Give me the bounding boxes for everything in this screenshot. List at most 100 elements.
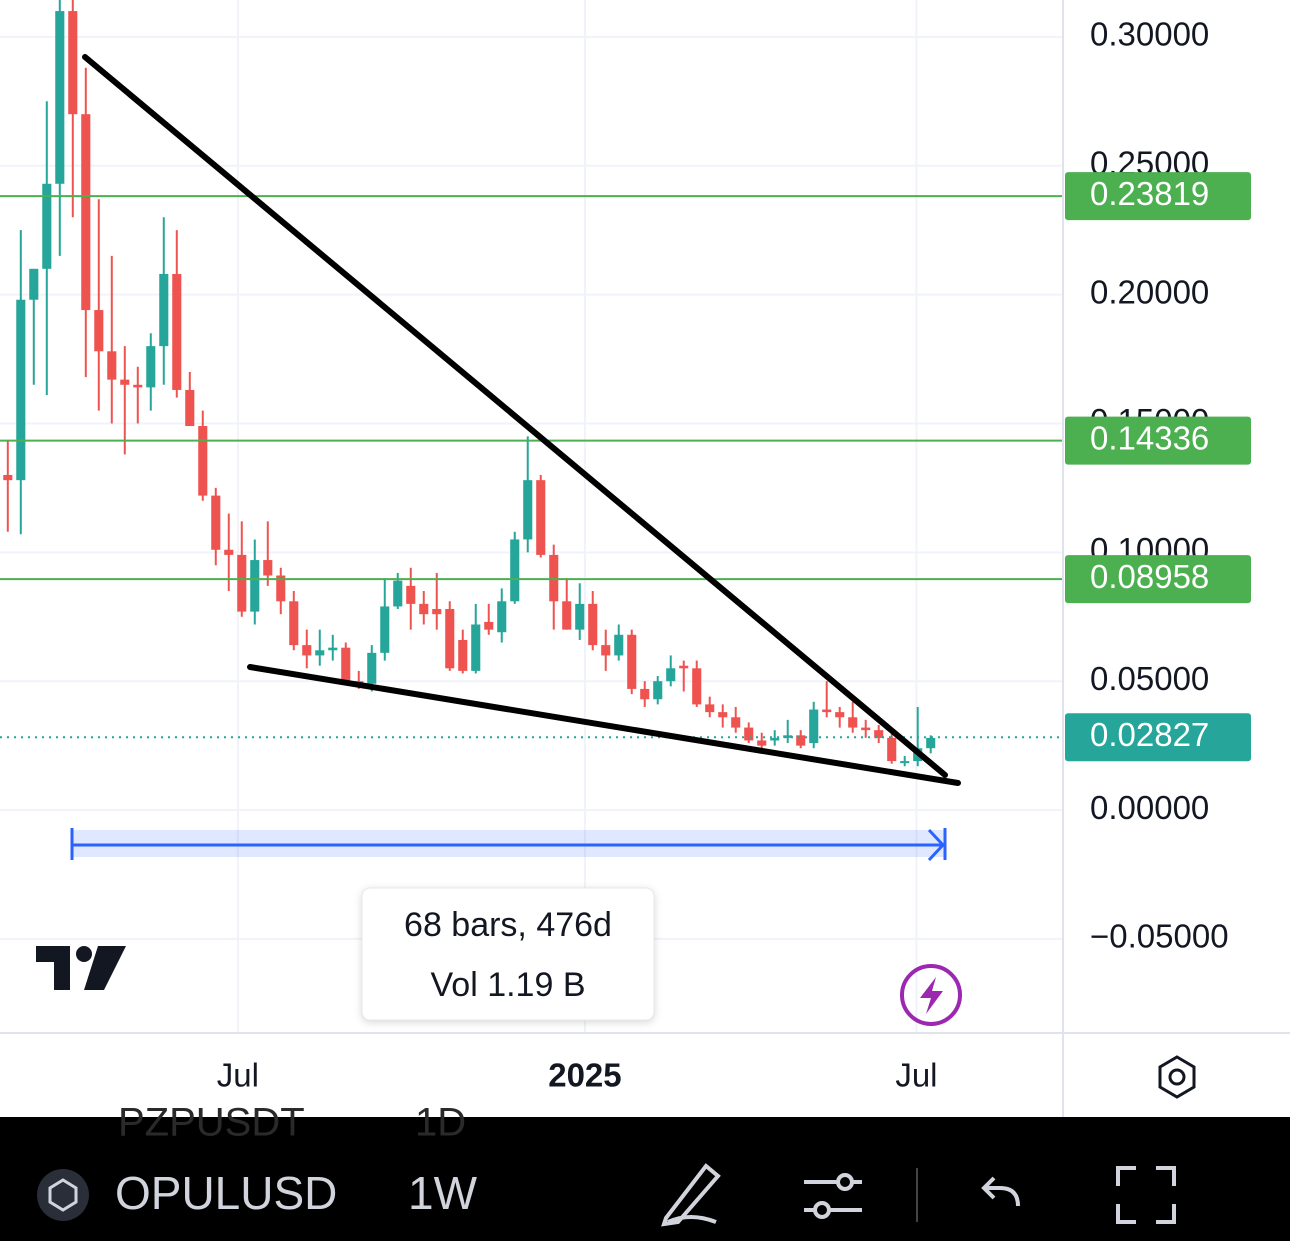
candle-body [653,681,663,700]
candle-body [679,665,689,669]
candle-body [497,601,507,633]
candle-body [562,601,572,630]
candle-body [796,735,806,746]
candle-body [809,709,819,744]
candle-body [29,268,39,300]
ghost-interval: 1D [415,1101,466,1145]
settings-icon [1168,1068,1186,1086]
y-tick-label: 0.00000 [1090,789,1209,826]
trend-line [82,54,948,778]
candle-body [341,647,351,682]
candle-body [874,730,884,738]
candle-body [731,717,741,728]
candle-body [523,480,533,540]
symbol-icon-shape [48,1178,78,1212]
x-tick-label: 2025 [548,1057,621,1094]
candle-body [822,709,832,713]
candle-body [328,647,338,651]
level-label: 0.08958 [1090,558,1209,595]
plot [0,0,1062,767]
candle-body [133,384,143,388]
draw-button[interactable] [661,1163,721,1227]
candle-body [263,560,273,576]
interval[interactable]: 1W [408,1167,478,1219]
range-arrow [927,828,946,862]
candle-body [887,737,897,762]
candle-body [276,575,286,602]
candle-body [588,603,598,646]
level-label: 0.23819 [1090,175,1209,212]
candle-body [575,603,585,630]
y-tick-label: 0.20000 [1090,273,1209,310]
candle-body [471,624,481,671]
candle-body [770,737,780,741]
candle-body [172,273,182,390]
candle-body [81,114,91,311]
level-badge [1065,172,1251,221]
candle-body [848,717,858,728]
settings-button[interactable] [1158,1055,1196,1099]
candle-body [549,554,559,602]
symbol[interactable]: OPULUSD [115,1167,337,1219]
symbol-icon [37,1169,89,1221]
level-label: 0.14336 [1090,419,1209,456]
candle-body [120,379,130,385]
lightning-button[interactable] [900,964,962,1026]
candle-body [107,351,117,380]
candle-body [705,704,715,713]
candle-body [315,650,325,656]
y-tick-label: −0.05000 [1090,918,1229,955]
candle-body [666,668,676,682]
x-tick-label: Jul [217,1057,259,1094]
candle-body [445,609,455,669]
candle-body [900,761,910,764]
candle-body [744,727,754,741]
candle-body [42,183,52,269]
last-price-badge [1065,713,1251,762]
candle-body [406,585,416,604]
measure-tooltip [361,887,655,1021]
last-price-label: 0.02827 [1090,716,1209,753]
candle-body [510,539,520,602]
candle-body [380,606,390,653]
candle-body [835,712,845,718]
candle-body [146,346,156,388]
measure-text: Vol 1.19 B [430,966,585,1004]
lightning-icon [920,977,943,1014]
candle-body [302,645,312,656]
candle-body [484,621,494,630]
candle-body [198,426,208,496]
toolbar [0,1117,1290,1241]
level-badge [1065,555,1251,604]
candle-body [211,495,221,550]
undo-button[interactable] [981,1176,1020,1207]
candle-body [185,389,195,427]
candle-body [692,668,702,705]
candle-body [783,735,793,738]
candle-body [640,688,650,700]
y-tick-label: 0.30000 [1090,16,1209,53]
candle-body [289,601,299,646]
candle-body [458,639,468,671]
candle-body [861,727,871,731]
y-tick-label: 0.05000 [1090,660,1209,697]
candle-body [614,634,624,656]
candle-body [237,554,247,612]
candle-body [3,475,13,481]
fullscreen-button[interactable] [1116,1166,1176,1224]
candle-body [16,299,26,481]
candle-body [250,560,260,612]
ghost-symbol: PZPUSDT [118,1101,305,1145]
candle-body [627,634,637,689]
level-badge [1065,416,1251,465]
indicators-button[interactable] [804,1173,862,1219]
candle-body [159,273,169,347]
candle-body [68,11,78,115]
tv-logo [36,946,126,990]
candle-body [718,712,728,718]
axis: 0.300000.250000.200000.150000.100000.050… [217,16,1251,1094]
measure-text: 68 bars, 476d [404,906,612,944]
candle-body [536,480,546,555]
